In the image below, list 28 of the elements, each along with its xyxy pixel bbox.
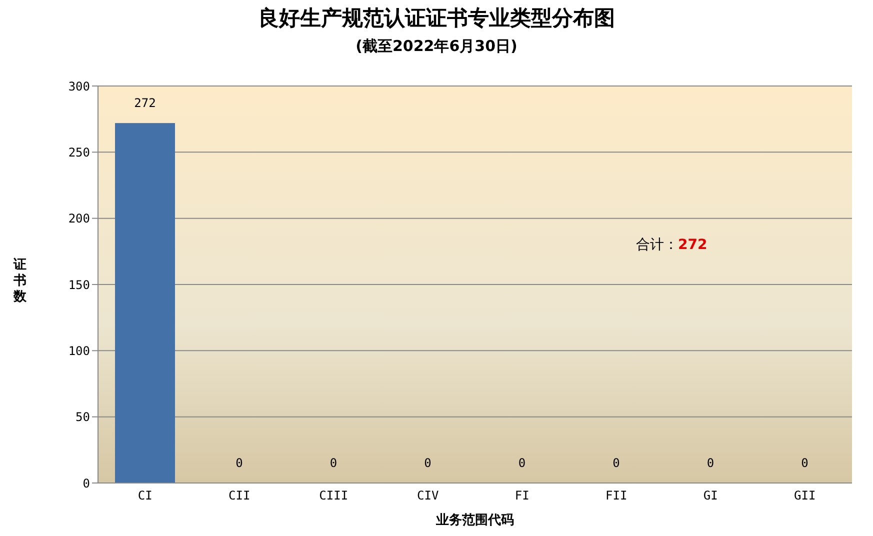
data-label: 0: [801, 456, 808, 470]
y-tick-label: 50: [76, 410, 90, 424]
chart-title: 良好生产规范认证证书专业类型分布图: [257, 5, 616, 32]
x-tick-label: FII: [606, 488, 628, 503]
x-tick-label: CI: [138, 488, 152, 503]
x-axis-title: 业务范围代码: [435, 513, 514, 528]
data-label: 0: [518, 456, 526, 470]
data-label: 0: [612, 456, 620, 470]
y-tick-label: 200: [68, 212, 90, 226]
y-axis-title: 证书数: [12, 258, 28, 304]
x-tick-label: CIV: [417, 488, 439, 503]
x-tick-label: GII: [794, 488, 816, 503]
y-tick-label: 100: [68, 344, 90, 358]
data-label: 0: [424, 456, 432, 470]
annotation: 合计：272: [636, 236, 708, 254]
data-label: 0: [236, 456, 243, 470]
y-tick-label: 0: [82, 476, 90, 490]
chart-subtitle: (截至2022年6月30日): [354, 37, 518, 56]
x-tick-label: CII: [228, 488, 250, 503]
y-tick-label: 250: [68, 145, 90, 160]
data-label: 0: [706, 456, 714, 470]
x-tick-label: FI: [514, 488, 530, 503]
data-label: 272: [134, 96, 156, 110]
x-tick-label: GI: [703, 488, 718, 503]
data-label: 0: [330, 456, 338, 470]
y-tick-label: 150: [68, 278, 90, 292]
x-tick-label: CIII: [319, 488, 348, 503]
y-tick-label: 300: [68, 79, 90, 94]
